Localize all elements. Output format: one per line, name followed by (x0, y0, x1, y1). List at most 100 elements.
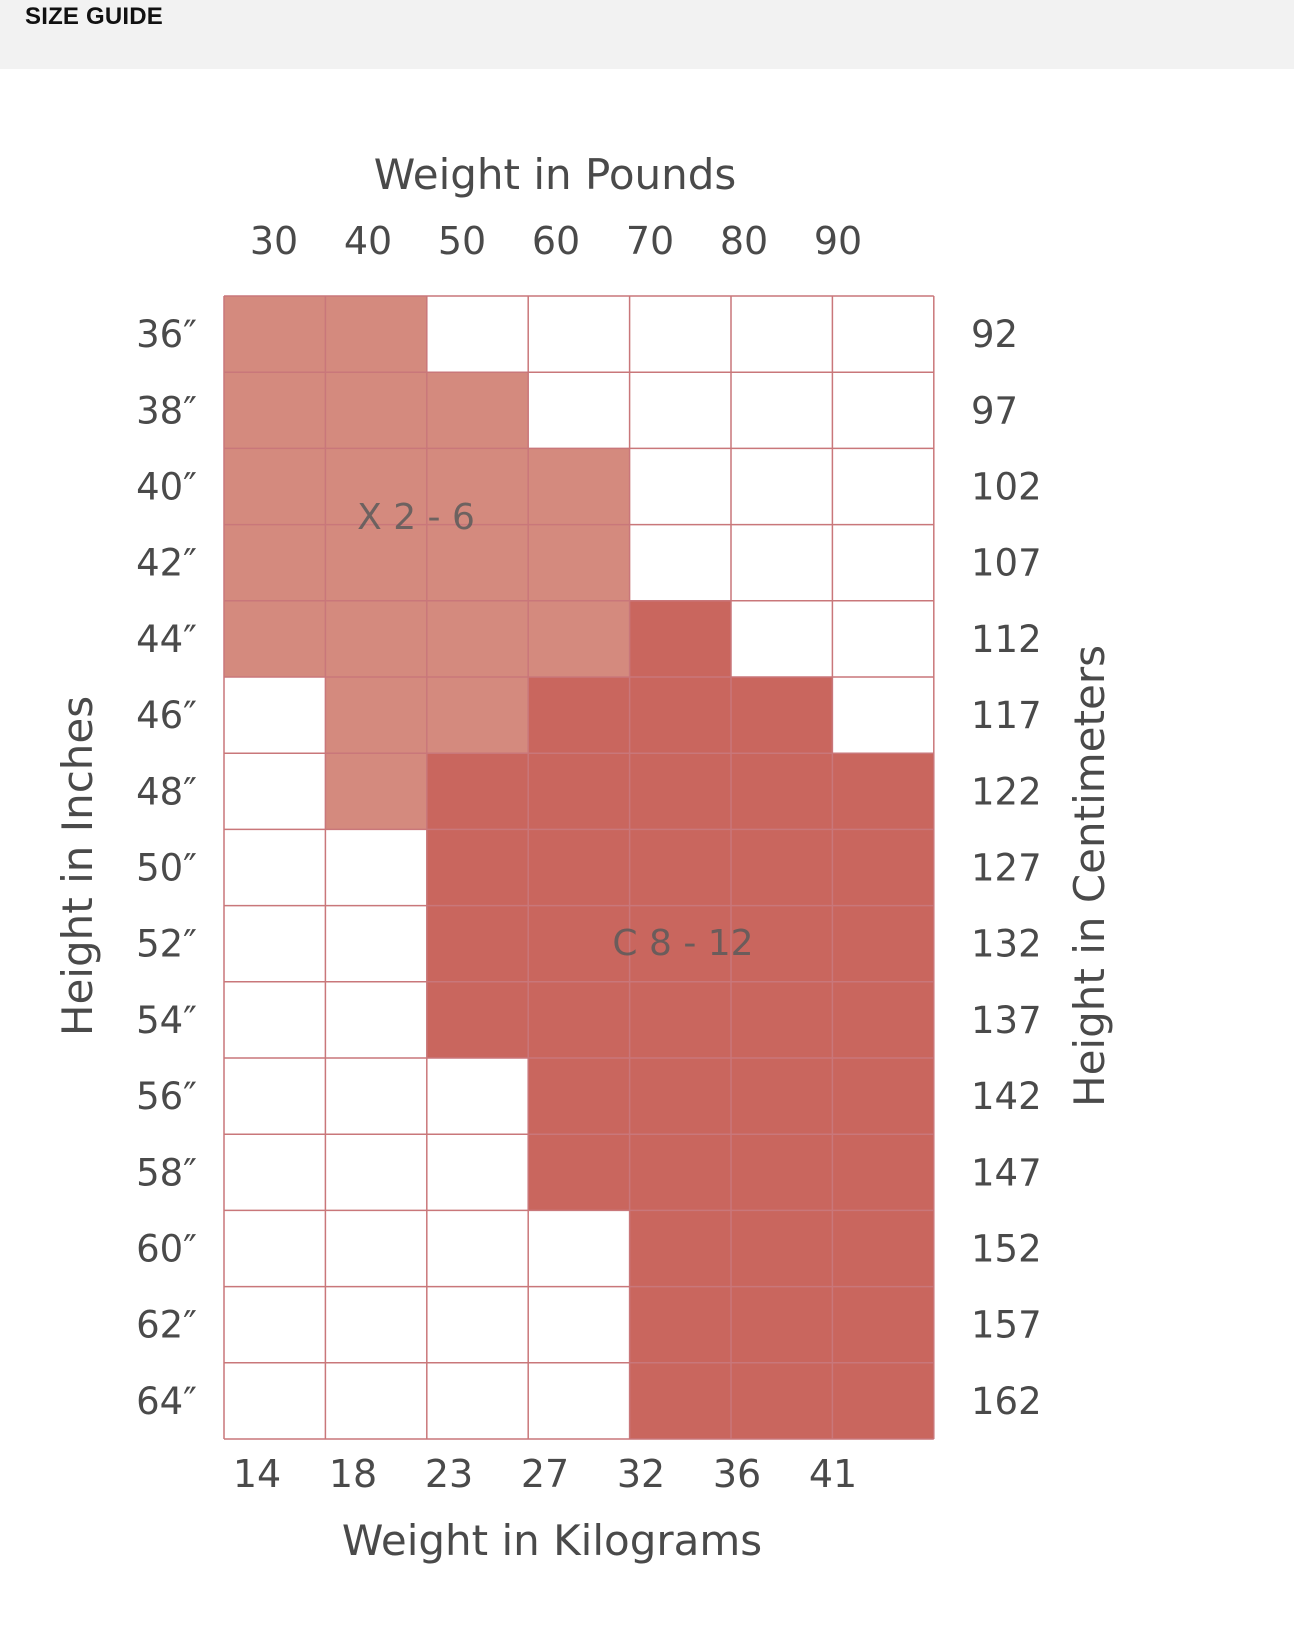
top-axis-title: Weight in Pounds (374, 150, 737, 199)
bottom-axis-title: Weight in Kilograms (342, 1516, 762, 1565)
size-cell (629, 1210, 731, 1287)
size-cell (528, 905, 630, 982)
size-cell (731, 677, 833, 754)
size-cell (528, 448, 630, 525)
size-cell (832, 1210, 934, 1287)
top-tick-label: 90 (814, 219, 862, 263)
size-cell (528, 829, 630, 906)
size-cell (224, 524, 326, 601)
left-tick-label: 62″ (136, 1304, 197, 1347)
size-cell (629, 1058, 731, 1135)
right-tick-label: 112 (971, 618, 1042, 661)
left-tick-label: 60″ (136, 1228, 197, 1271)
top-tick-label: 40 (344, 219, 392, 263)
size-cell (731, 1134, 833, 1211)
region-label: C 8 - 12 (612, 923, 753, 964)
left-tick-label: 46″ (136, 694, 197, 737)
right-tick-label: 127 (971, 847, 1042, 890)
left-tick-label: 54″ (136, 999, 197, 1042)
size-cell (832, 753, 934, 830)
size-cell (528, 677, 630, 754)
size-cell (832, 1362, 934, 1439)
left-tick-label: 64″ (136, 1380, 197, 1423)
left-axis-title: Height in Inches (53, 696, 102, 1036)
size-cell (832, 829, 934, 906)
right-tick-label: 107 (971, 542, 1042, 585)
size-cell (325, 448, 427, 525)
right-tick-label: 132 (971, 923, 1042, 966)
size-cell (426, 829, 529, 906)
top-tick-label: 30 (250, 219, 298, 263)
size-cell (528, 1134, 630, 1211)
size-cell (325, 372, 427, 449)
top-tick-label: 80 (720, 219, 768, 263)
size-cell (528, 600, 630, 677)
size-cell (325, 677, 427, 754)
left-tick-label: 58″ (136, 1151, 197, 1194)
left-tick-label: 42″ (136, 542, 197, 585)
bottom-tick-label: 32 (617, 1452, 665, 1496)
size-cell (629, 1362, 731, 1439)
left-tick-label: 52″ (136, 923, 197, 966)
size-cell (731, 981, 833, 1058)
bottom-tick-label: 36 (713, 1452, 761, 1496)
right-tick-label: 122 (971, 770, 1042, 813)
right-axis-title: Height in Centimeters (1065, 645, 1114, 1107)
size-cell (528, 753, 630, 830)
right-tick-label: 142 (971, 1075, 1042, 1118)
right-tick-label: 152 (971, 1228, 1042, 1271)
size-cell (426, 677, 529, 754)
size-cell (224, 296, 326, 373)
bottom-tick-label: 27 (521, 1452, 569, 1496)
left-tick-label: 38″ (136, 389, 197, 432)
size-cell (426, 600, 529, 677)
left-tick-label: 50″ (136, 847, 197, 890)
size-cell (426, 905, 529, 982)
left-tick-label: 56″ (136, 1075, 197, 1118)
size-cell (629, 981, 731, 1058)
size-cell (528, 524, 630, 601)
bottom-tick-label: 14 (233, 1452, 281, 1496)
size-cell (629, 905, 731, 982)
size-cell (426, 981, 529, 1058)
right-tick-label: 92 (971, 313, 1018, 356)
right-tick-label: 117 (971, 694, 1042, 737)
size-cell (832, 905, 934, 982)
page-title: SIZE GUIDE (25, 3, 164, 30)
size-cell (426, 524, 529, 601)
size-cell (325, 753, 427, 830)
size-cell (325, 600, 427, 677)
size-cell (832, 1286, 934, 1363)
size-cell (224, 372, 326, 449)
size-cell (629, 1134, 731, 1211)
right-tick-label: 137 (971, 999, 1042, 1042)
size-cell (629, 1286, 731, 1363)
size-cell (528, 981, 630, 1058)
top-tick-label: 60 (532, 219, 580, 263)
size-cell (426, 372, 529, 449)
bottom-tick-label: 23 (425, 1452, 473, 1496)
top-tick-label: 50 (438, 219, 486, 263)
size-cell (224, 448, 326, 525)
size-cell (731, 1210, 833, 1287)
left-tick-label: 36″ (136, 313, 197, 356)
size-cell (426, 753, 529, 830)
size-cell (731, 1362, 833, 1439)
right-tick-label: 147 (971, 1151, 1042, 1194)
size-chart: Weight in Pounds Weight in Kilograms Hei… (53, 150, 1114, 1565)
right-tick-label: 102 (971, 466, 1042, 509)
size-cell (832, 1134, 934, 1211)
left-tick-label: 48″ (136, 770, 197, 813)
region-label: X 2 - 6 (357, 497, 475, 538)
left-tick-label: 40″ (136, 466, 197, 509)
size-cell (325, 296, 427, 373)
size-cell (731, 753, 833, 830)
right-tick-label: 97 (971, 389, 1018, 432)
left-tick-label: 44″ (136, 618, 197, 661)
size-cell (832, 1058, 934, 1135)
size-cell (629, 829, 731, 906)
bottom-tick-label: 41 (809, 1452, 857, 1496)
size-cell (224, 600, 326, 677)
size-cell (731, 1058, 833, 1135)
size-cell (731, 1286, 833, 1363)
